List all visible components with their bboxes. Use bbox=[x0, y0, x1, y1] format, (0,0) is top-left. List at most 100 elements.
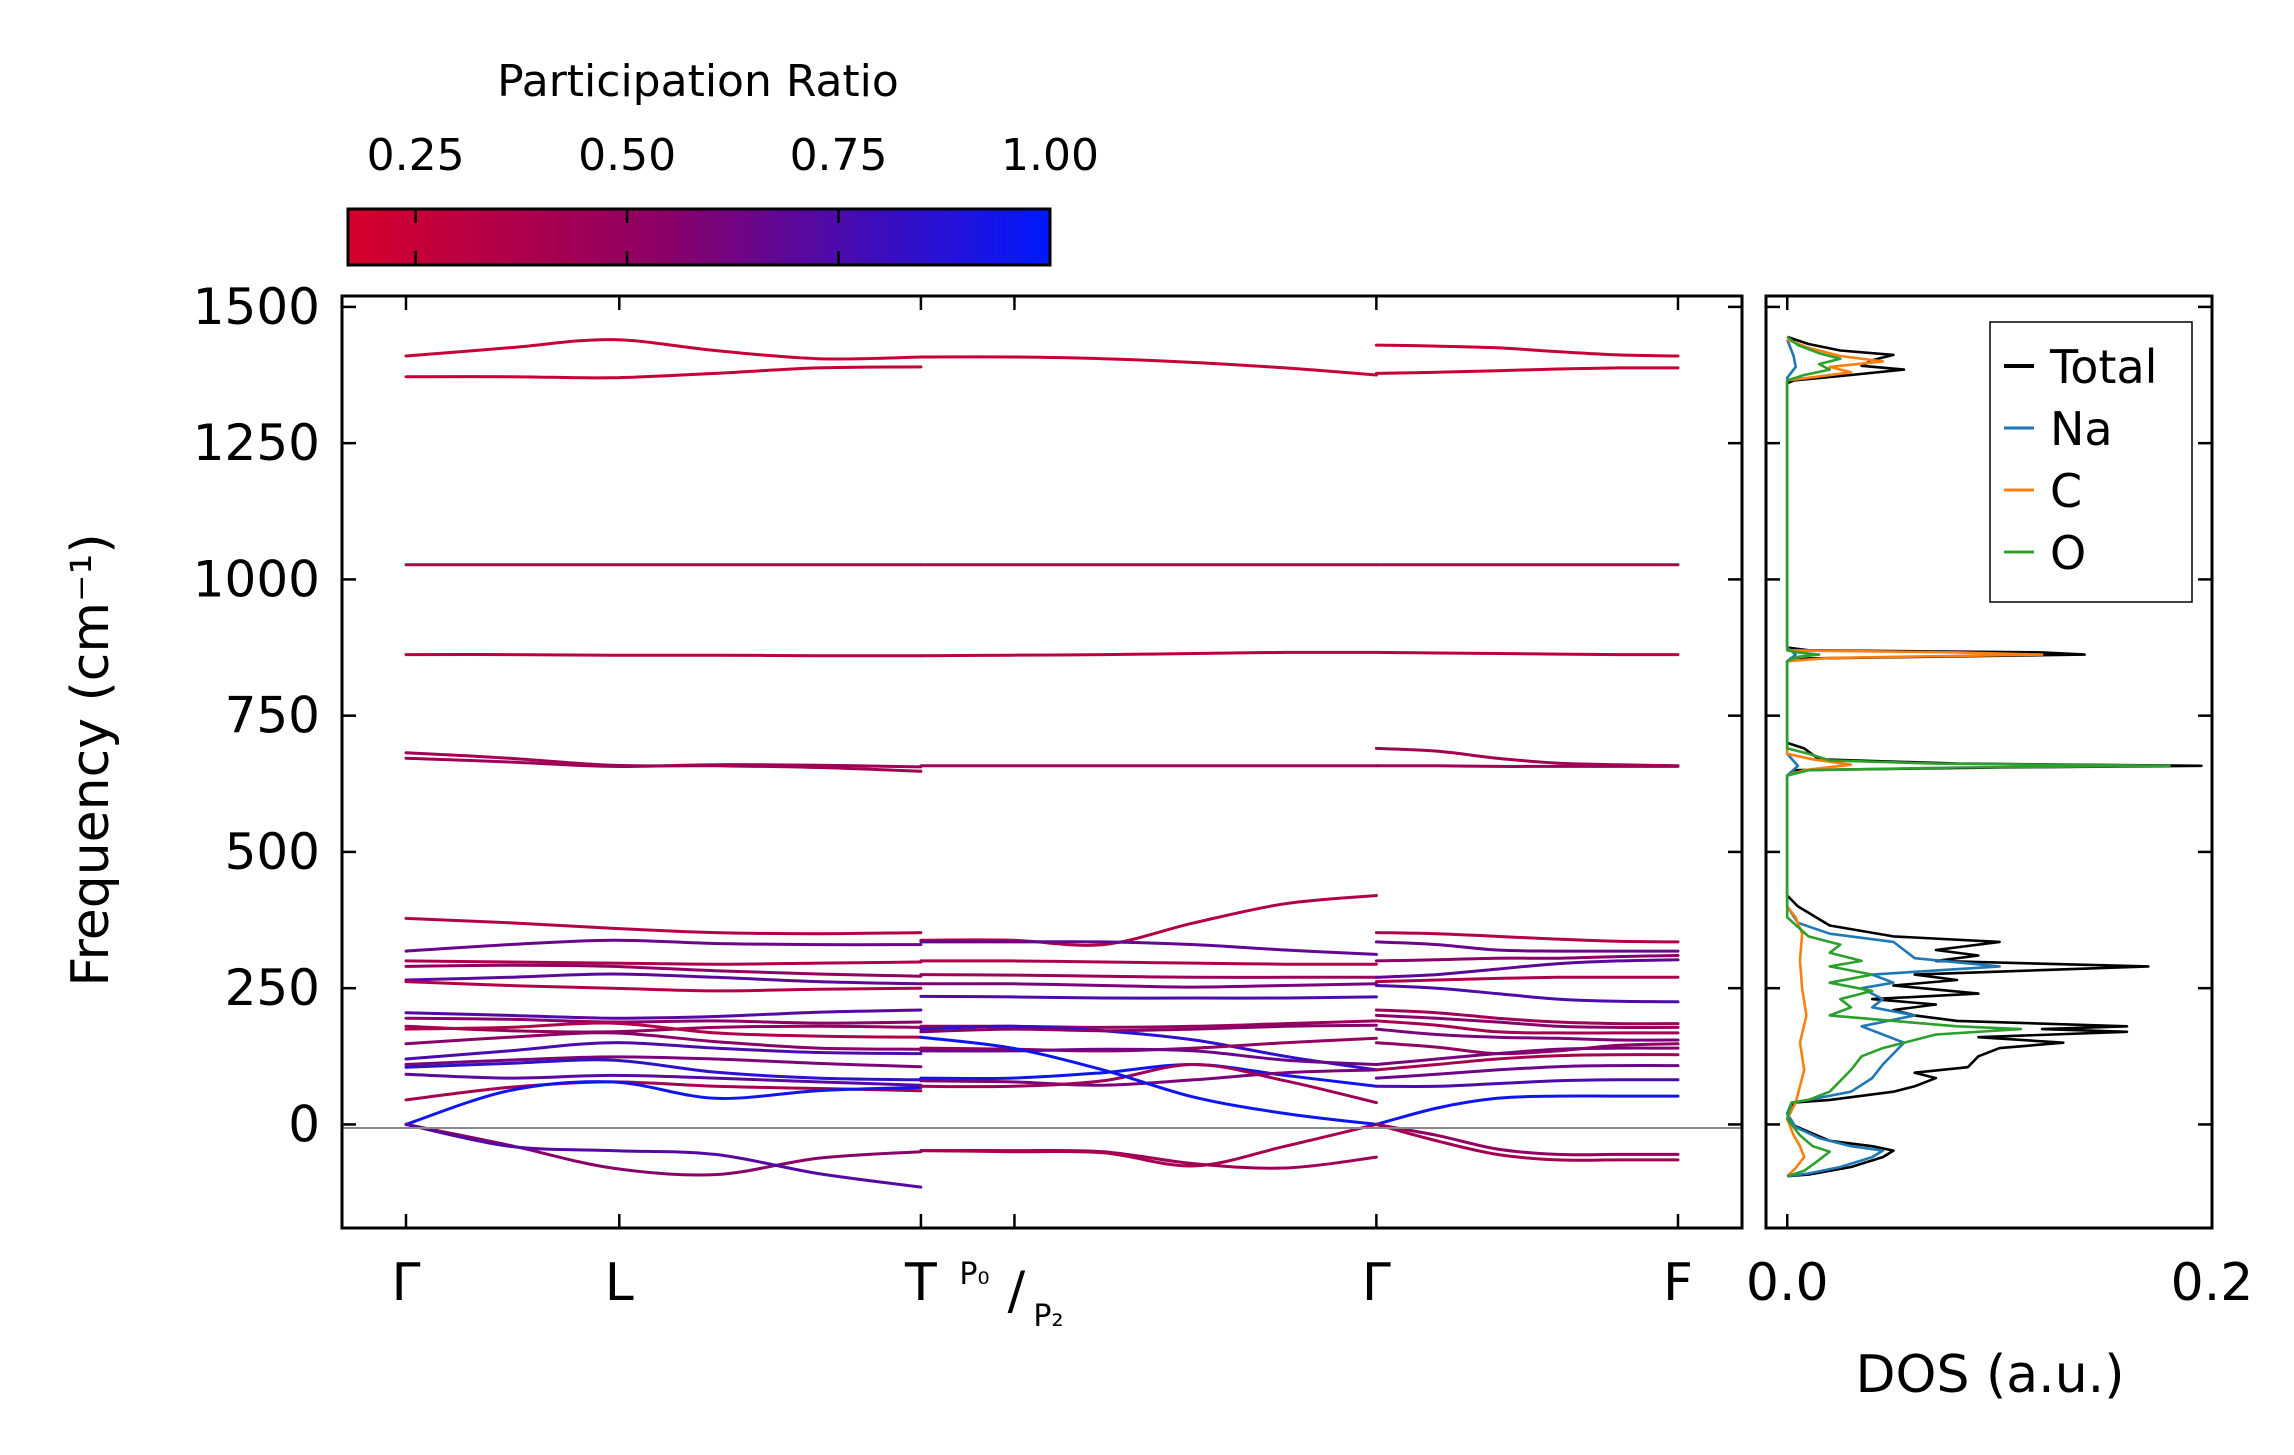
legend-frame bbox=[1989, 321, 2193, 603]
band-line-58 bbox=[1374, 984, 1680, 1004]
band-structure-panel: 0 250 500 750 1000 1250 1500 Γ L T P₀ / P₂ Γ F Freque… bbox=[61, 278, 1744, 1334]
band-y-axis: 0 250 500 750 1000 1250 1500 bbox=[193, 278, 1742, 1153]
x-tick-label-L: L bbox=[605, 1253, 634, 1313]
band-line-35 bbox=[919, 994, 1378, 1000]
band-line-65 bbox=[1374, 1053, 1680, 1072]
band-line-52 bbox=[1374, 764, 1680, 768]
legend-label-o[interactable]: O bbox=[2050, 526, 2086, 580]
band-line-32 bbox=[919, 959, 1378, 966]
y-tick-label: 0 bbox=[288, 1095, 320, 1153]
band-plot-frame bbox=[340, 294, 1744, 1230]
band-line-26 bbox=[919, 355, 1378, 377]
band-line-28 bbox=[919, 650, 1378, 658]
band-line-63 bbox=[1374, 1041, 1680, 1056]
band-line-56 bbox=[1374, 958, 1680, 979]
band-line-11 bbox=[404, 972, 923, 986]
x-tick-label-p0: P₀ bbox=[959, 1257, 989, 1292]
band-line-41 bbox=[919, 1062, 1378, 1088]
band-line-2 bbox=[404, 365, 923, 380]
x-tick-label-slash: / bbox=[1008, 1261, 1026, 1321]
dos-panel: 0.0 0.2 DOS (a.u.) Total Na CO bbox=[1746, 294, 2253, 1405]
band-lines bbox=[404, 338, 1680, 1189]
band-line-19 bbox=[404, 1055, 923, 1069]
band-line-9 bbox=[404, 959, 923, 966]
band-line-59 bbox=[1374, 1008, 1680, 1026]
dos-x-tick-label: 0.2 bbox=[2171, 1253, 2254, 1313]
colorbar-label: Participation Ratio bbox=[497, 56, 899, 107]
band-line-60 bbox=[1374, 1013, 1680, 1029]
band-line-47 bbox=[1374, 343, 1680, 358]
dos-line-o bbox=[1785, 335, 2171, 1178]
x-tick-label-gamma1: Γ bbox=[392, 1253, 421, 1313]
band-line-43 bbox=[919, 1062, 1378, 1105]
legend-label-na[interactable]: Na bbox=[2050, 402, 2113, 456]
band-line-17 bbox=[404, 1031, 923, 1051]
band-line-38 bbox=[919, 1023, 1378, 1034]
band-line-13 bbox=[404, 1008, 923, 1020]
band-line-20 bbox=[404, 1058, 923, 1082]
band-line-12 bbox=[404, 980, 923, 993]
band-line-21 bbox=[404, 1072, 923, 1087]
band-line-67 bbox=[1374, 1078, 1680, 1088]
band-line-33 bbox=[919, 973, 1378, 979]
band-line-48 bbox=[1374, 366, 1680, 375]
dos-axes: 0.0 0.2 bbox=[1746, 296, 2253, 1313]
band-line-8 bbox=[404, 938, 923, 953]
band-x-axis: Γ L T P₀ / P₂ Γ F bbox=[392, 296, 1693, 1334]
dos-x-axis-label: DOS (a.u.) bbox=[1856, 1345, 2125, 1405]
band-line-66 bbox=[1374, 1064, 1680, 1080]
colorbar-tick-label: 0.25 bbox=[367, 130, 465, 181]
legend[interactable]: Total Na CO bbox=[1989, 321, 2193, 603]
y-tick-label: 750 bbox=[225, 687, 320, 745]
band-line-7 bbox=[404, 916, 923, 936]
band-line-18 bbox=[404, 1041, 923, 1061]
colorbar-tick-label: 0.75 bbox=[790, 130, 888, 181]
y-tick-label: 1000 bbox=[193, 550, 320, 608]
band-line-55 bbox=[1374, 954, 1680, 963]
band-line-25 bbox=[404, 1122, 923, 1189]
band-line-45 bbox=[919, 1122, 1378, 1168]
band-line-53 bbox=[1374, 931, 1680, 944]
band-line-10 bbox=[404, 963, 923, 978]
legend-label-total[interactable]: Total bbox=[2049, 340, 2157, 394]
band-line-16 bbox=[404, 1021, 923, 1039]
y-tick-label: 250 bbox=[225, 959, 320, 1017]
band-line-23 bbox=[404, 1080, 923, 1126]
band-line-70 bbox=[1374, 1122, 1680, 1162]
band-line-1 bbox=[404, 338, 923, 361]
y-tick-label: 1500 bbox=[193, 278, 320, 336]
y-axis-label: Frequency (cm⁻¹) bbox=[61, 533, 121, 986]
band-line-69 bbox=[1374, 1122, 1680, 1157]
x-tick-label-gamma2: Γ bbox=[1362, 1253, 1391, 1313]
band-line-62 bbox=[1374, 1027, 1680, 1042]
band-line-51 bbox=[1374, 746, 1680, 768]
dos-plot-frame bbox=[1764, 294, 2214, 1230]
band-line-54 bbox=[1374, 940, 1680, 953]
band-line-24 bbox=[404, 1122, 923, 1177]
x-tick-label-T: T bbox=[904, 1253, 937, 1313]
legend-label-c[interactable]: C bbox=[2050, 464, 2082, 518]
band-line-68 bbox=[1374, 1094, 1680, 1126]
x-tick-label-F: F bbox=[1663, 1253, 1693, 1313]
band-line-37 bbox=[919, 1024, 1378, 1072]
colorbar: Participation Ratio 0.25 0.50 0.75 1.00 bbox=[346, 56, 1099, 267]
y-tick-label: 500 bbox=[225, 823, 320, 881]
band-line-57 bbox=[1374, 975, 1680, 984]
band-line-50 bbox=[1374, 650, 1680, 657]
band-line-4 bbox=[404, 653, 923, 658]
band-line-14 bbox=[404, 1016, 923, 1025]
colorbar-ticks: 0.25 0.50 0.75 1.00 bbox=[367, 130, 1099, 265]
band-line-61 bbox=[1374, 1019, 1680, 1035]
colorbar-tick-label: 0.50 bbox=[578, 130, 676, 181]
colorbar-gradient bbox=[346, 207, 1052, 267]
dos-lines bbox=[1785, 335, 2203, 1178]
band-line-64 bbox=[1374, 1046, 1680, 1066]
band-line-40 bbox=[919, 1047, 1378, 1066]
band-line-30 bbox=[919, 894, 1378, 947]
band-line-15 bbox=[404, 1024, 923, 1034]
band-line-46 bbox=[919, 1035, 1378, 1126]
dos-x-tick-label: 0.0 bbox=[1746, 1253, 1829, 1313]
band-line-31 bbox=[919, 940, 1378, 956]
band-line-34 bbox=[919, 982, 1378, 989]
